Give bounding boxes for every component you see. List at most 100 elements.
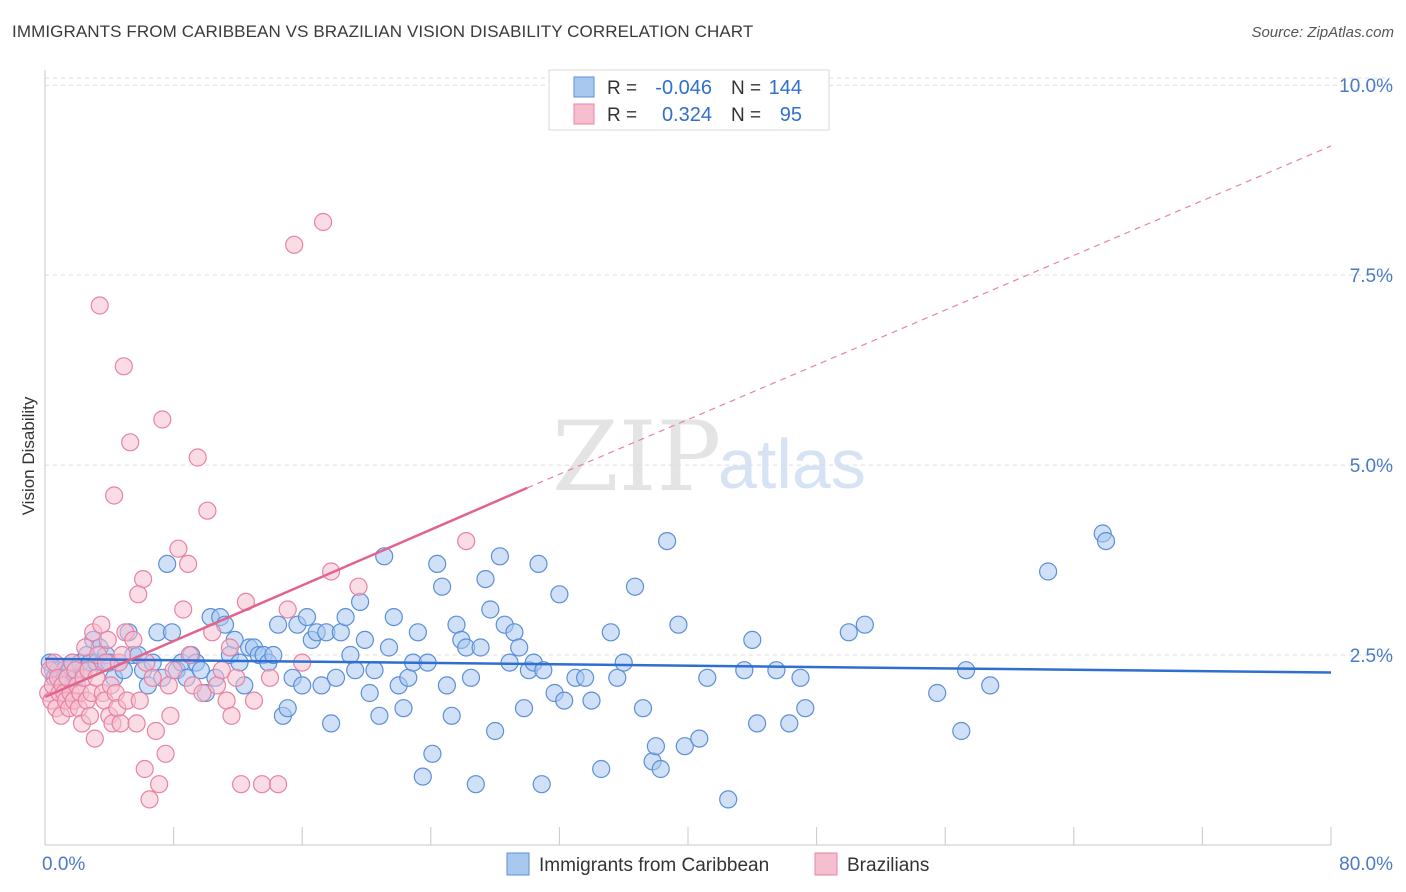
brazilians-point — [80, 706, 100, 725]
caribbean-point — [657, 531, 677, 551]
caribbean-point — [336, 607, 355, 627]
caribbean-point — [780, 714, 799, 733]
brazilians-point — [114, 357, 133, 376]
x-tick-labels: 0.0% 80.0% — [42, 854, 1393, 875]
caribbean-point — [394, 699, 413, 718]
caribbean-point — [461, 668, 481, 687]
caribbean-point — [351, 592, 370, 612]
caribbean-point — [614, 653, 633, 672]
y-tick-label: 5.0% — [1350, 456, 1393, 477]
brazilians-point — [244, 691, 264, 710]
caribbean-point — [399, 668, 418, 687]
brazilians-point — [124, 630, 143, 650]
legend-r-value-brazilians: 0.324 — [662, 104, 712, 126]
caribbean-point — [326, 668, 346, 687]
caribbean-point — [264, 645, 283, 665]
brazilians-point — [232, 775, 251, 794]
brazilians-point — [90, 296, 109, 315]
caribbean-point — [510, 638, 529, 657]
brazilians-point — [198, 501, 217, 520]
brazilians-point — [269, 775, 288, 794]
brazilians-point — [220, 638, 239, 657]
caribbean-point — [1096, 531, 1116, 551]
caribbean-point — [601, 623, 620, 642]
caribbean-point — [447, 615, 466, 634]
brazilians-point — [188, 448, 207, 467]
brazilians-point — [174, 600, 193, 619]
bottom-legend-label-caribbean: Immigrants from Caribbean — [539, 855, 769, 876]
brazilians-point — [150, 775, 169, 794]
trend-lines — [44, 145, 1332, 698]
caribbean-point — [690, 729, 709, 748]
legend-n-label-brazilians: N = — [731, 105, 761, 126]
chart-source: Source: ZipAtlas.com — [1251, 24, 1394, 41]
caribbean-point — [625, 577, 645, 596]
caribbean-point — [278, 699, 297, 718]
caribbean-point — [312, 676, 331, 695]
caribbean-point — [698, 668, 717, 687]
chart-title: IMMIGRANTS FROM CARIBBEAN VS BRAZILIAN V… — [12, 22, 754, 41]
brazilians-point — [207, 676, 227, 695]
brazilians-point — [457, 531, 476, 551]
caribbean-point — [481, 600, 500, 619]
brazilians-point — [227, 668, 246, 687]
brazilians-point — [159, 676, 178, 695]
y-tick-label: 7.5% — [1350, 266, 1393, 287]
caribbean-point — [550, 585, 569, 604]
caribbean-point — [747, 714, 767, 733]
brazilians-point — [121, 433, 140, 452]
brazilians-point — [349, 577, 368, 596]
brazilians-point — [129, 585, 148, 604]
caribbean-point — [608, 668, 627, 687]
series-brazilians-points — [39, 212, 476, 809]
caribbean-point — [297, 607, 317, 627]
brazilians-point — [314, 212, 333, 232]
caribbean-point — [669, 615, 688, 634]
brazilians-point — [252, 775, 272, 794]
caribbean-point — [476, 569, 495, 589]
caribbean-point — [514, 699, 534, 718]
caribbean-point — [743, 630, 762, 650]
caribbean-point — [331, 623, 350, 642]
bottom-legend-label-brazilians: Brazilians — [847, 855, 929, 876]
caribbean-point — [437, 676, 456, 695]
caribbean-point — [767, 661, 786, 680]
y-axis-title: Vision Disability — [19, 396, 38, 515]
caribbean-point — [675, 737, 694, 756]
brazilians-point — [285, 235, 304, 254]
caribbean-point — [471, 638, 490, 657]
caribbean-point — [408, 623, 427, 642]
caribbean-point — [633, 699, 653, 718]
caribbean-point — [1038, 562, 1058, 581]
caribbean-point — [651, 759, 670, 779]
legend-n-value-brazilians: 95 — [780, 104, 802, 126]
caribbean-point — [158, 554, 177, 574]
caribbean-point — [839, 623, 858, 642]
caribbean-point — [360, 683, 379, 703]
caribbean-point — [928, 683, 947, 703]
brazilians-point — [111, 714, 130, 733]
caribbean-point — [346, 661, 365, 680]
caribbean-point — [529, 554, 548, 574]
brazilians-point — [104, 486, 124, 505]
brazilians-point — [217, 691, 236, 710]
caribbean-point — [575, 668, 595, 687]
x-tick-label: 80.0% — [1339, 854, 1393, 875]
brazilians-point — [98, 630, 117, 650]
caribbean-point — [505, 623, 524, 642]
y-tick-label: 10.0% — [1339, 76, 1393, 97]
brazilians-point — [134, 569, 153, 589]
caribbean-point — [981, 676, 1000, 695]
caribbean-point — [855, 615, 874, 634]
legend-r-label-brazilians: R = — [607, 105, 637, 126]
y-tick-label: 2.5% — [1350, 646, 1393, 667]
brazilians-point — [85, 729, 104, 748]
correlation-legend: R = -0.046 N = 144 R = 0.324 N = 95 — [548, 69, 830, 131]
caribbean-point — [719, 790, 738, 809]
caribbean-point — [490, 547, 509, 566]
caribbean-point — [379, 638, 399, 657]
caribbean-point — [534, 661, 553, 680]
caribbean-point — [442, 706, 461, 725]
brazilians-point — [156, 744, 175, 763]
